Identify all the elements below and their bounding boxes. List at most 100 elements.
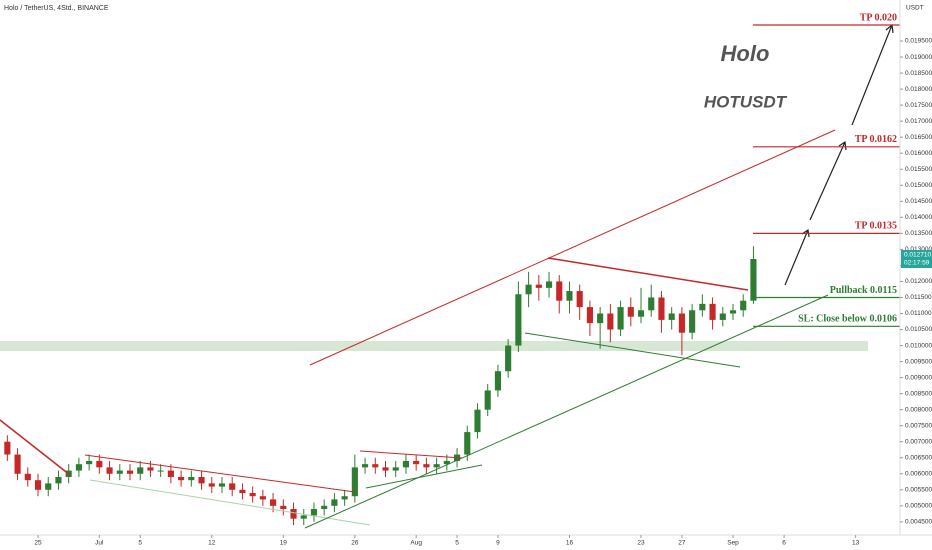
candle-body xyxy=(597,313,604,324)
y-tick-label: 0.007500 xyxy=(905,422,932,429)
candle-body xyxy=(331,499,338,506)
level-label: Pullback 0.0115 xyxy=(830,285,897,296)
y-tick-label: 0.016000 xyxy=(905,150,932,157)
candle-body xyxy=(413,460,420,465)
candle-body xyxy=(34,480,42,490)
candle-body xyxy=(178,476,185,481)
candle-body xyxy=(668,313,675,320)
candle-body xyxy=(208,483,215,487)
y-tick-label: 0.006000 xyxy=(905,470,932,477)
y-tick-label: 0.017500 xyxy=(905,102,932,109)
candle-body xyxy=(290,509,297,519)
level-label: TP 0.020 xyxy=(860,12,897,23)
channel-top xyxy=(309,129,836,366)
candle-body xyxy=(249,493,256,497)
candle-body xyxy=(270,499,277,506)
candle-body xyxy=(607,313,614,330)
candles xyxy=(4,246,757,526)
y-tick-label: 0.009000 xyxy=(905,374,932,381)
trend-line xyxy=(365,464,483,489)
x-tick-label: 6 xyxy=(782,540,786,547)
candle-body xyxy=(147,467,154,471)
trend-line xyxy=(89,479,371,526)
candle-body xyxy=(280,505,287,510)
candle-body xyxy=(484,390,491,410)
candle-body xyxy=(719,313,726,320)
x-tick-label: 5 xyxy=(138,540,142,547)
candle-body xyxy=(229,483,236,490)
candle-body xyxy=(658,297,665,320)
current-price: 0.012710 xyxy=(904,252,931,259)
x-tick-label: 23 xyxy=(637,540,645,547)
candle-body xyxy=(627,307,634,317)
y-tick-label: 0.013500 xyxy=(905,230,932,237)
support-zone xyxy=(0,341,868,351)
candle-body xyxy=(556,281,563,301)
candle-body xyxy=(566,291,573,301)
candle-body xyxy=(362,464,369,468)
candle-body xyxy=(525,284,532,295)
candle-body xyxy=(157,470,164,472)
annotation-symbol: HOTUSDT xyxy=(704,92,788,111)
y-tick-label: 0.011500 xyxy=(905,294,932,301)
candle-body xyxy=(106,467,113,474)
y-tick-label: 0.007000 xyxy=(905,438,932,445)
candle-body xyxy=(750,259,757,301)
price-axis xyxy=(900,0,932,550)
candle-body xyxy=(545,281,553,288)
candle-body xyxy=(637,310,645,317)
candle-body xyxy=(310,509,318,516)
x-tick-label: 5 xyxy=(455,540,459,547)
y-tick-label: 0.010000 xyxy=(905,342,932,349)
y-tick-label: 0.009500 xyxy=(905,358,932,365)
x-tick-label: 19 xyxy=(280,540,288,547)
level-label: TP 0.0162 xyxy=(855,134,897,145)
y-tick-label: 0.012000 xyxy=(905,278,932,285)
chart-title: Holo / TetherUS, 4Std., BINANCE xyxy=(4,5,109,12)
countdown: 02:17:59 xyxy=(904,260,930,267)
y-tick-label: 0.006500 xyxy=(905,454,932,461)
y-tick-label: 0.008500 xyxy=(905,390,932,397)
candle-body xyxy=(341,496,348,500)
candle-body xyxy=(4,441,11,455)
candle-body xyxy=(402,460,410,468)
x-tick-label: 9 xyxy=(496,540,500,547)
trend-line xyxy=(524,332,741,368)
candle-body xyxy=(709,303,716,320)
candle-body xyxy=(198,476,205,484)
y-tick-label: 0.011000 xyxy=(905,310,932,317)
candle-body xyxy=(321,505,328,510)
y-tick-label: 0.008000 xyxy=(905,406,932,413)
candle-body xyxy=(75,464,82,471)
candle-body xyxy=(423,464,430,468)
y-tick-label: 0.015000 xyxy=(905,182,932,189)
candle-body xyxy=(474,409,481,433)
arrow xyxy=(784,228,810,286)
candle-body xyxy=(464,432,471,455)
candle-body xyxy=(699,303,706,311)
x-tick-label: 25 xyxy=(34,540,42,547)
candle-body xyxy=(515,294,522,346)
axes: 0.004500 0.005000 0.005500 0.006000 0.006500… xyxy=(34,38,932,547)
candle-body xyxy=(576,291,583,308)
candle-body xyxy=(392,467,399,471)
candle-body xyxy=(86,460,93,465)
y-tick-label: 0.005000 xyxy=(905,503,932,510)
level-label: SL: Close below 0.0106 xyxy=(798,314,897,325)
candle-body xyxy=(351,467,358,497)
y-tick-label: 0.017000 xyxy=(905,118,932,125)
y-tick-label: 0.016500 xyxy=(905,134,932,141)
candle-body xyxy=(382,467,389,471)
candle-body xyxy=(24,473,31,481)
y-tick-label: 0.013000 xyxy=(905,246,932,253)
candle-body xyxy=(137,467,144,474)
candle-body xyxy=(116,470,123,474)
candle-body xyxy=(96,460,103,468)
x-tick-label: 16 xyxy=(566,540,574,547)
candle-body xyxy=(300,515,307,519)
x-tick-label: 26 xyxy=(351,540,359,547)
x-tick-label: Aug xyxy=(410,540,422,547)
candle-body xyxy=(126,470,134,474)
